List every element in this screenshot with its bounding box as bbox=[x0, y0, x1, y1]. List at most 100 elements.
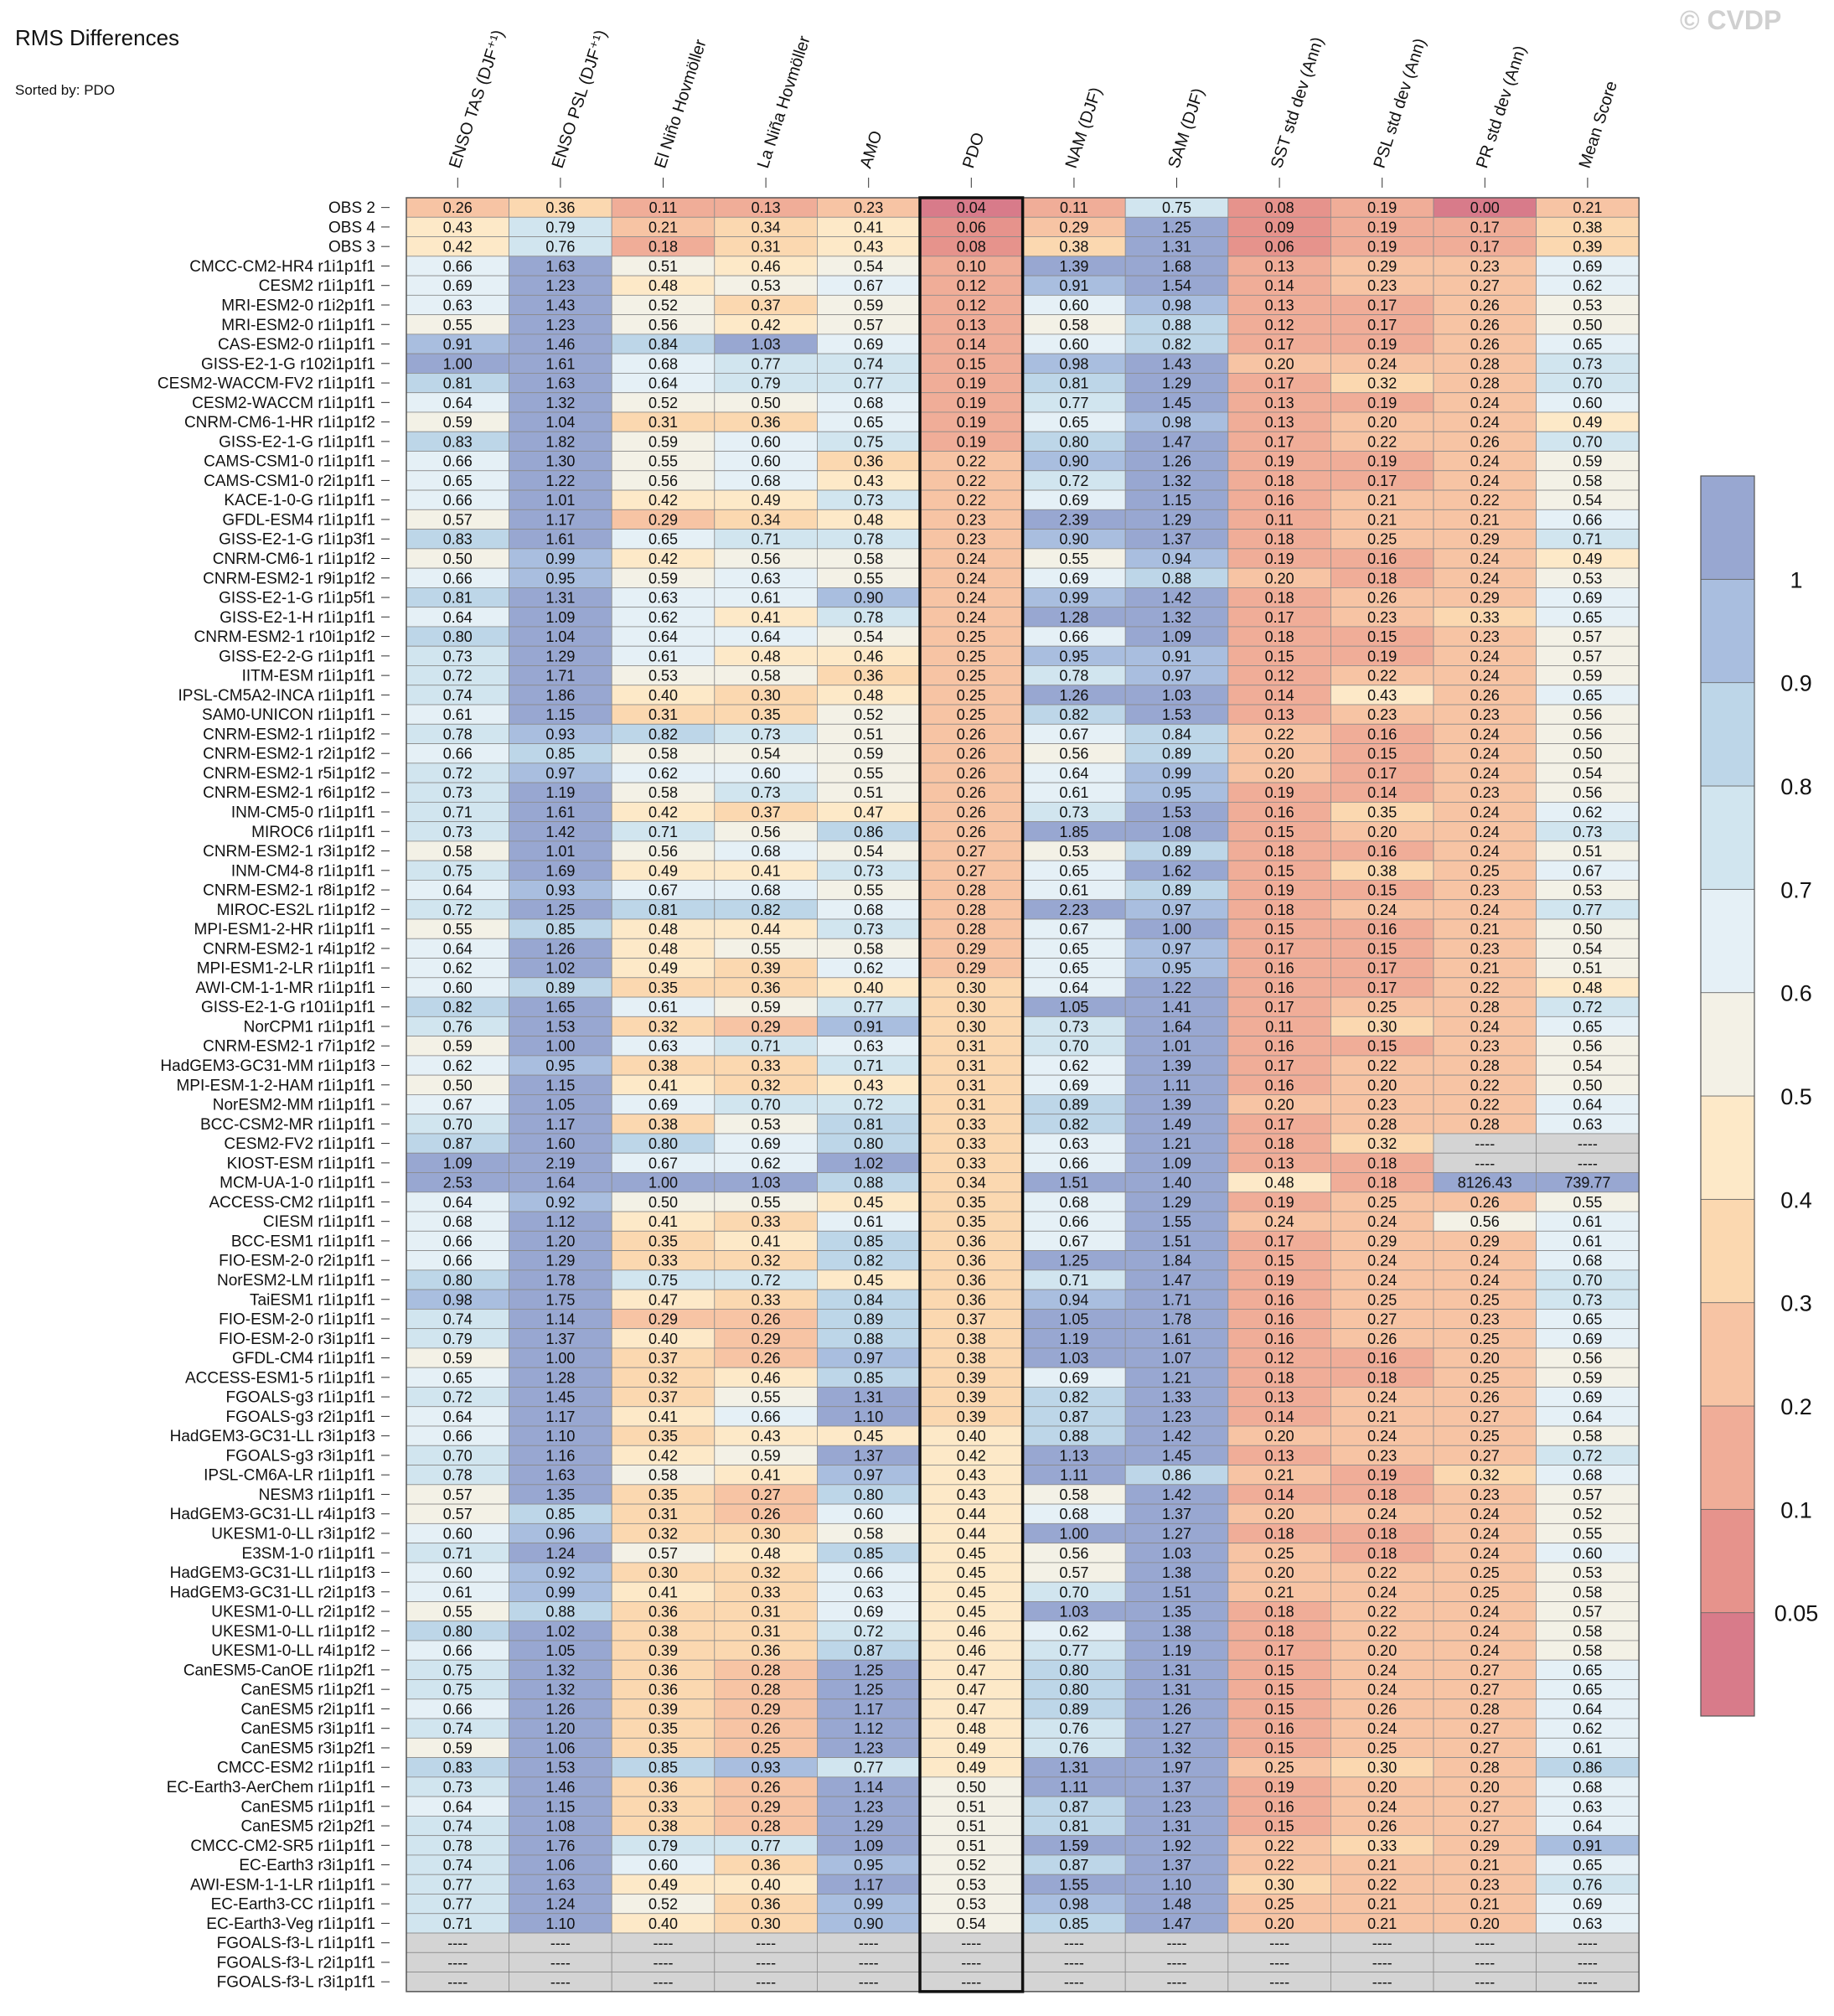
cell-value: 0.24 bbox=[1265, 1213, 1294, 1230]
cell-value: 0.97 bbox=[854, 1467, 883, 1484]
cell-value: 0.76 bbox=[1059, 1720, 1088, 1737]
cell-value: 0.17 bbox=[1265, 1057, 1294, 1074]
cell-value: 0.21 bbox=[1470, 921, 1500, 938]
cell-value: 0.69 bbox=[752, 1135, 781, 1152]
cell-value: 0.64 bbox=[1573, 1701, 1602, 1718]
cell-value: 1.00 bbox=[545, 1350, 575, 1367]
cell-value: 0.26 bbox=[1470, 317, 1500, 333]
cell-value: 0.13 bbox=[1265, 297, 1294, 313]
cell-value: 0.66 bbox=[1573, 511, 1602, 528]
cell-value: 0.18 bbox=[1265, 1135, 1294, 1152]
cell-value: 0.70 bbox=[443, 1447, 473, 1464]
cell-value: 0.12 bbox=[957, 297, 986, 313]
cell-value: 0.84 bbox=[854, 1291, 883, 1308]
cell-value: 1.53 bbox=[545, 1018, 575, 1035]
cell-value: 1.00 bbox=[545, 1038, 575, 1055]
cell-value: 0.39 bbox=[1573, 239, 1602, 256]
cell-value: 0.53 bbox=[1573, 882, 1602, 899]
colorbar-label: 0.3 bbox=[1780, 1291, 1812, 1316]
cell-value: 0.51 bbox=[1573, 960, 1602, 977]
cell-value: 0.71 bbox=[752, 531, 781, 548]
cell-value: 0.16 bbox=[1265, 980, 1294, 996]
cell-value: 0.24 bbox=[1367, 1798, 1397, 1815]
cell-value: 1.23 bbox=[854, 1798, 883, 1815]
column-label: El Niño Hovmöller bbox=[651, 37, 710, 170]
row-label: IPSL-CM5A2-INCA r1i1p1f1 bbox=[178, 687, 376, 705]
row-label: NESM3 r1i1p1f1 bbox=[259, 1486, 375, 1504]
cell-value: 0.25 bbox=[1470, 1369, 1500, 1386]
cell-value: 0.34 bbox=[957, 1175, 986, 1192]
cell-value: 0.30 bbox=[957, 980, 986, 996]
cell-value: 0.52 bbox=[648, 1896, 678, 1913]
cell-value: 1.26 bbox=[1162, 1701, 1191, 1718]
column-label: Mean Score bbox=[1576, 79, 1621, 170]
cell-value: 0.90 bbox=[1059, 453, 1088, 470]
cell-value: 1.03 bbox=[1059, 1350, 1088, 1367]
cell-value: 0.36 bbox=[854, 453, 883, 470]
cell-value: 0.64 bbox=[1059, 980, 1088, 996]
cell-value: 0.45 bbox=[854, 1428, 883, 1445]
cell-value: 0.88 bbox=[545, 1604, 575, 1621]
cell-value: 0.29 bbox=[648, 511, 678, 528]
cell-value: 0.58 bbox=[443, 843, 473, 860]
cell-value: 0.80 bbox=[854, 1135, 883, 1152]
cell-value: 0.75 bbox=[443, 862, 473, 879]
row-label: FGOALS-g3 r2i1p1f1 bbox=[226, 1409, 375, 1426]
cell-value: 0.19 bbox=[1367, 336, 1397, 353]
cell-value: 0.24 bbox=[1367, 355, 1397, 372]
cell-value: 0.48 bbox=[752, 648, 781, 664]
cell-value: 1.97 bbox=[1162, 1760, 1191, 1776]
cell-value: 0.47 bbox=[957, 1701, 986, 1718]
row-label: FGOALS-f3-L r1i1p1f1 bbox=[217, 1935, 375, 1952]
cell-value: 0.28 bbox=[1470, 1057, 1500, 1074]
cell-value: 0.42 bbox=[957, 1447, 986, 1464]
cell-value: 0.51 bbox=[1573, 843, 1602, 860]
cell-value: 0.28 bbox=[957, 921, 986, 938]
cell-value: 0.85 bbox=[854, 1233, 883, 1249]
cell-value: 0.17 bbox=[1470, 219, 1500, 235]
cell-value: 0.52 bbox=[1573, 1506, 1602, 1522]
row-label: FGOALS-f3-L r2i1p1f1 bbox=[217, 1954, 375, 1972]
cell-value: 0.66 bbox=[443, 492, 473, 509]
cell-value: 0.94 bbox=[1162, 551, 1191, 567]
cell-value: 0.86 bbox=[1573, 1760, 1602, 1776]
cell-value: 1.08 bbox=[1162, 824, 1191, 840]
column-label: PSL std dev (Ann) bbox=[1371, 36, 1430, 170]
row-label: CNRM-ESM2-1 r9i1p1f2 bbox=[203, 570, 375, 587]
cell-value: 0.26 bbox=[1367, 1818, 1397, 1835]
cell-value: 0.69 bbox=[854, 1604, 883, 1621]
cell-value: 0.41 bbox=[648, 1213, 678, 1230]
cell-value: 0.87 bbox=[1059, 1409, 1088, 1425]
colorbar-swatch bbox=[1700, 1198, 1755, 1304]
cell-value: 1.22 bbox=[1162, 980, 1191, 996]
row-label: CNRM-ESM2-1 r7i1p1f2 bbox=[203, 1038, 375, 1056]
cell-value: 1.11 bbox=[1163, 1077, 1191, 1093]
cell-value: 1.07 bbox=[1162, 1350, 1191, 1367]
cell-value: 0.75 bbox=[648, 1272, 678, 1289]
cell-value: 0.35 bbox=[1367, 804, 1397, 821]
cell-value: 0.56 bbox=[1470, 1213, 1500, 1230]
cell-value: 0.66 bbox=[443, 1253, 473, 1269]
cell-value: 0.72 bbox=[443, 765, 473, 782]
cell-value: 0.54 bbox=[1573, 1057, 1602, 1074]
cell-value: 0.41 bbox=[648, 1077, 678, 1093]
cell-value: 0.85 bbox=[545, 746, 575, 762]
row-label: AWI-ESM-1-1-LR r1i1p1f1 bbox=[190, 1876, 375, 1894]
cell-value: 0.60 bbox=[443, 1564, 473, 1581]
cell-value: 0.15 bbox=[1367, 940, 1397, 957]
cell-value: 0.19 bbox=[1367, 199, 1397, 216]
cell-value: 0.73 bbox=[443, 824, 473, 840]
cell-value: 0.57 bbox=[1573, 1486, 1602, 1503]
cell-value: 1.32 bbox=[545, 1682, 575, 1698]
row-label: CMCC-CM2-SR5 r1i1p1f1 bbox=[190, 1838, 375, 1855]
cell-value: 0.23 bbox=[1367, 609, 1397, 626]
cell-value: ---- bbox=[1269, 1974, 1289, 1991]
row-label: CAS-ESM2-0 r1i1p1f1 bbox=[218, 336, 375, 354]
cell-value: 0.74 bbox=[443, 1720, 473, 1737]
cell-value: 1.09 bbox=[1162, 1155, 1191, 1171]
cell-value: 1.64 bbox=[1162, 1018, 1191, 1035]
row-label: MPI-ESM1-2-LR r1i1p1f1 bbox=[197, 960, 375, 978]
cell-value: 0.87 bbox=[443, 1135, 473, 1152]
cell-value: 0.59 bbox=[443, 414, 473, 431]
cell-value: 0.21 bbox=[1367, 492, 1397, 509]
